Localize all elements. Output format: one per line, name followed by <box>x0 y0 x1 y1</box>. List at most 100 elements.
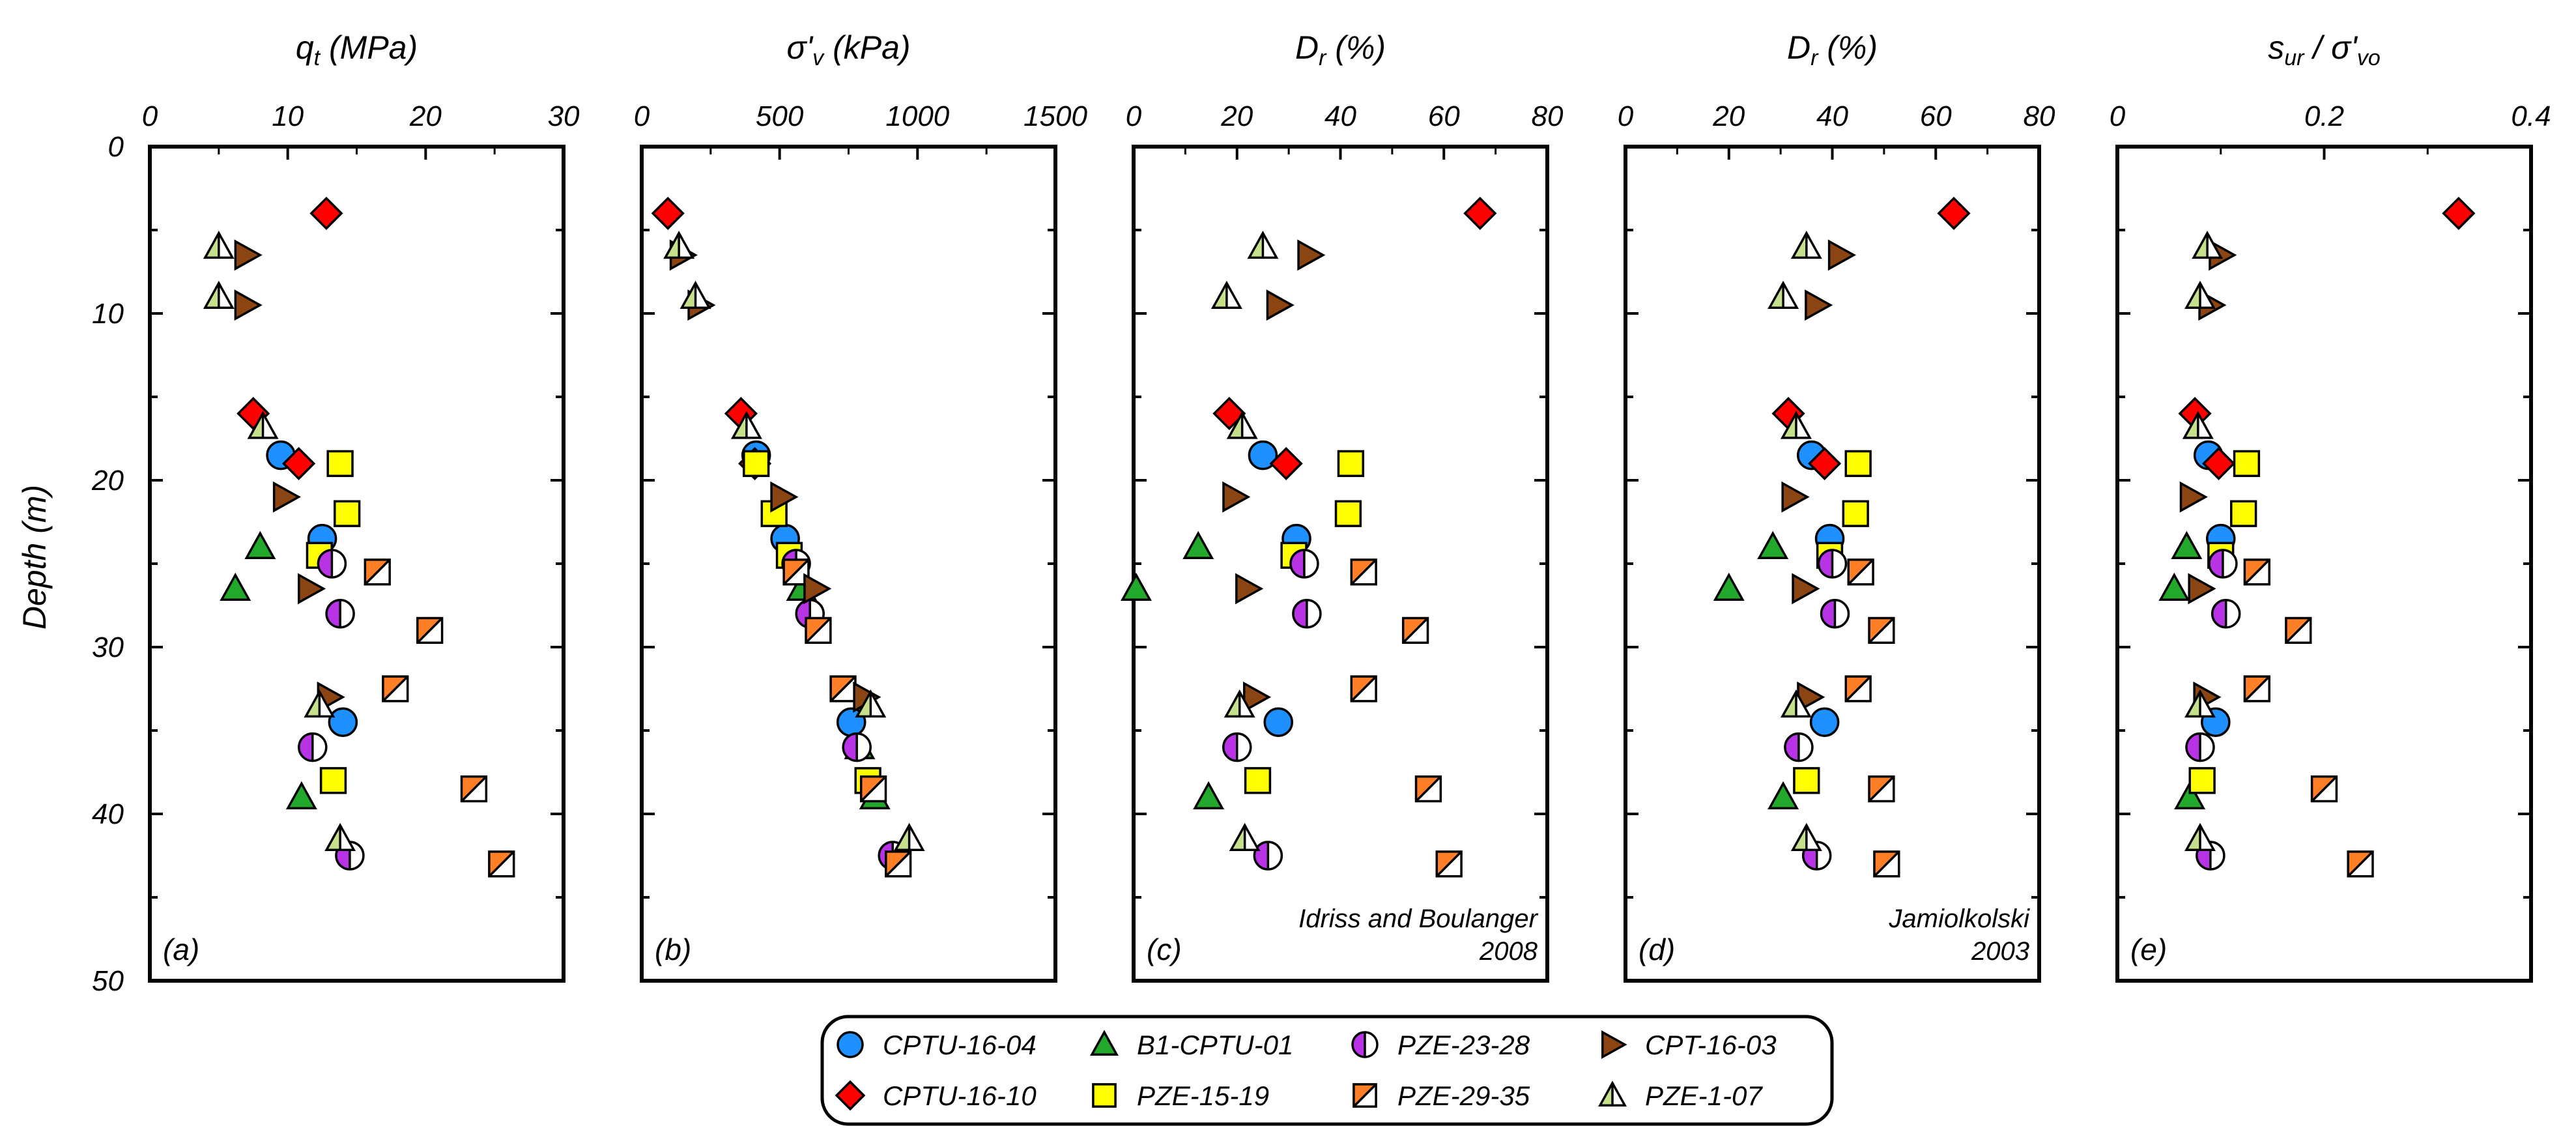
data-point <box>1226 411 1258 439</box>
y-axis-title: Depth (m) <box>16 485 53 629</box>
data-point <box>2171 530 2203 559</box>
data-point <box>285 781 317 809</box>
data-point <box>1842 500 1869 527</box>
data-point <box>234 239 263 271</box>
y-tick-label: 40 <box>92 798 124 830</box>
data-point <box>2285 616 2312 644</box>
data-point <box>2182 411 2214 439</box>
data-point <box>2184 280 2216 309</box>
data-point <box>1242 681 1272 713</box>
data-point <box>2211 599 2241 629</box>
data-point <box>1780 689 1812 718</box>
data-point <box>1868 616 1895 644</box>
data-point <box>680 280 711 309</box>
data-point <box>416 616 444 644</box>
data-point <box>1289 549 1319 579</box>
panel-b: 0 500 1000 1500 σ'v (kPa) (b) <box>634 29 1087 983</box>
legend-label: PZE-15-19 <box>1137 1080 1269 1111</box>
data-point <box>1222 732 1252 762</box>
legend-label: PZE-29-35 <box>1397 1080 1530 1111</box>
data-point <box>2184 689 2216 718</box>
x-tick-label: 30 <box>548 100 580 132</box>
data-point <box>1269 446 1303 480</box>
data-point <box>2202 446 2236 480</box>
data-point <box>297 573 326 605</box>
data-point <box>309 196 343 230</box>
data-point <box>1337 450 1365 478</box>
x-tick-label: 80 <box>1532 100 1564 132</box>
data-point <box>1212 397 1246 431</box>
data-point <box>1229 822 1261 851</box>
data-point <box>805 616 832 644</box>
data-point <box>1224 689 1255 718</box>
data-point <box>770 481 799 513</box>
data-point <box>1292 599 1322 629</box>
legend-marker <box>1601 1030 1627 1059</box>
data-point <box>2230 500 2257 527</box>
legend-item: PZE-15-19 <box>1092 1080 1269 1111</box>
data-point <box>1817 549 1848 579</box>
data-point <box>1244 767 1272 794</box>
panel-annotation: Idriss and Boulanger <box>1298 904 1539 933</box>
data-point <box>1193 781 1225 809</box>
data-point <box>2310 775 2338 803</box>
x-tick-label: 40 <box>1324 100 1356 132</box>
panel-letter: (b) <box>655 933 691 966</box>
legend-label: CPTU-16-10 <box>883 1080 1037 1111</box>
panel-frame <box>2115 145 2533 983</box>
data-point <box>1847 558 1874 586</box>
x-tick-label: 20 <box>409 100 442 132</box>
data-point <box>1790 822 1822 851</box>
legend-item: B1-CPTU-01 <box>1090 1030 1293 1060</box>
data-point <box>1263 707 1293 737</box>
legend-marker <box>1598 1080 1627 1107</box>
data-point <box>326 450 354 478</box>
panel-c: 0 20 40 60 80 Dr (%) (c) Idriss and Boulanger 20… <box>1120 29 1564 983</box>
panel-letter: (d) <box>1639 933 1675 966</box>
data-point <box>803 573 832 605</box>
data-point <box>1805 289 1833 321</box>
panel-a: 0 10 20 30 qt (MPa) (a) <box>142 29 580 983</box>
data-point <box>220 572 251 601</box>
data-point <box>859 775 887 803</box>
panel-d: 0 20 40 60 80 Dr (%) (d) Jamiolkolski 2003 <box>1618 29 2055 983</box>
data-point <box>203 230 235 259</box>
data-point <box>1253 841 1283 871</box>
x-tick-label: 20 <box>1712 100 1745 132</box>
legend-marker <box>1351 1031 1379 1058</box>
panel-annotation: 2008 <box>1479 937 1538 966</box>
legend-box <box>820 1015 1834 1126</box>
data-point <box>829 675 857 702</box>
legend-marker <box>1092 1083 1117 1108</box>
data-point <box>842 732 872 762</box>
panel-letter: (c) <box>1147 933 1182 966</box>
data-point <box>1247 230 1279 259</box>
legend-label: CPT-16-03 <box>1645 1030 1777 1060</box>
data-point <box>2442 196 2476 230</box>
data-point <box>1120 572 1152 601</box>
x-tick-label: 40 <box>1816 100 1848 132</box>
legend-marker <box>837 1031 864 1058</box>
x-tick-label: 80 <box>2024 100 2055 132</box>
x-axis-title: sur / σ'vo <box>2268 29 2381 70</box>
data-point <box>2185 732 2215 762</box>
data-point <box>247 411 279 439</box>
data-point <box>325 599 355 629</box>
data-point <box>2188 767 2216 794</box>
data-point <box>324 822 356 851</box>
y-tick-label: 10 <box>92 298 124 330</box>
y-tick-labels: 0 10 20 30 40 50 <box>91 131 124 997</box>
data-point <box>2179 481 2208 513</box>
legend-marker <box>1352 1083 1377 1108</box>
data-point <box>1780 411 1812 439</box>
data-point <box>743 450 770 478</box>
data-point <box>2208 549 2238 579</box>
data-point <box>893 822 925 851</box>
data-point <box>1820 599 1850 629</box>
data-point <box>1182 530 1214 559</box>
panel-frame <box>640 145 1057 983</box>
legend: CPTU-16-04 B1-CPTU-01 PZE-23-28 CPT-16-03 CP… <box>820 1015 1834 1126</box>
data-point <box>488 850 515 878</box>
data-point <box>1222 481 1251 513</box>
